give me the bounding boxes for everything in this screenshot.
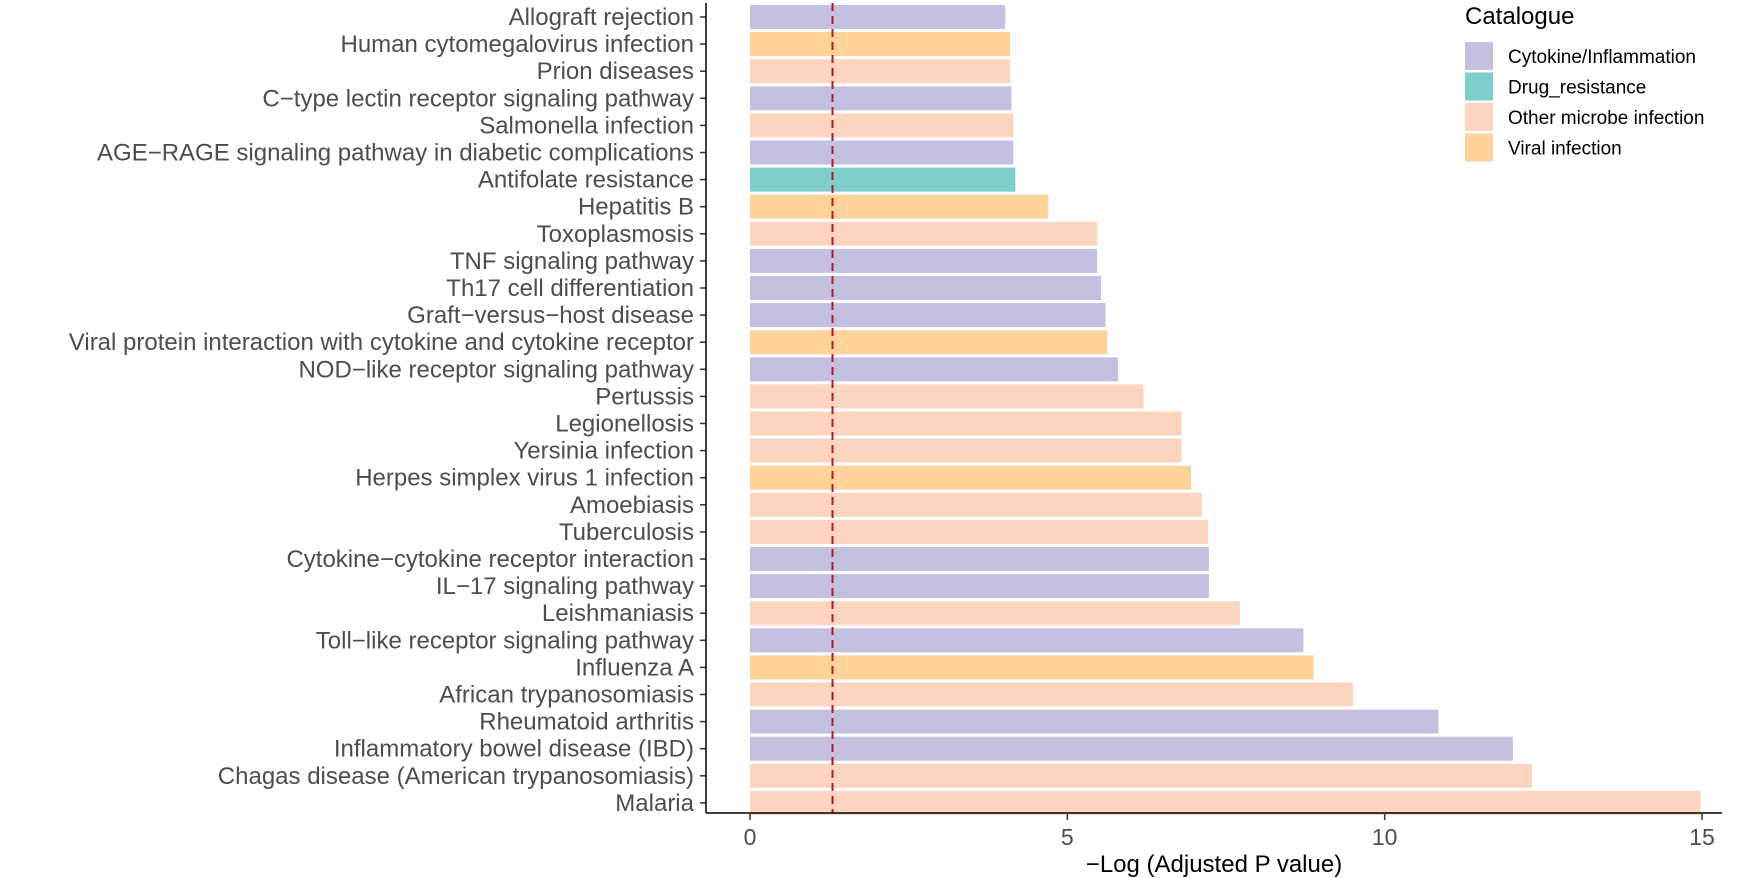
category-label: Salmonella infection <box>479 112 694 139</box>
category-label: AGE−RAGE signaling pathway in diabetic c… <box>97 140 694 167</box>
bar <box>750 601 1240 626</box>
category-label: Herpes simplex virus 1 infection <box>355 465 694 492</box>
category-label: Influenza A <box>575 654 694 681</box>
bar <box>750 248 1098 273</box>
category-label: Chagas disease (American trypanosomiasis… <box>218 763 694 790</box>
legend-label: Drug_resistance <box>1508 78 1646 99</box>
category-label: Graft−versus−host disease <box>407 302 694 329</box>
category-label: African trypanosomiasis <box>439 682 694 709</box>
bar <box>750 492 1202 517</box>
bar <box>750 303 1106 328</box>
legend-key <box>1465 42 1493 70</box>
category-label: C−type lectin receptor signaling pathway <box>262 85 694 112</box>
category-label: IL−17 signaling pathway <box>436 573 694 600</box>
category-label: Prion diseases <box>537 58 694 85</box>
legend-title: Catalogue <box>1465 3 1574 30</box>
bar <box>750 519 1209 544</box>
legend-key <box>1465 72 1493 101</box>
legend-label: Viral infection <box>1508 139 1622 160</box>
bar <box>750 330 1108 355</box>
bar <box>750 628 1304 653</box>
bar <box>750 167 1016 192</box>
x-axis-title: −Log (Adjusted P value) <box>1086 851 1342 878</box>
category-label: Leishmaniasis <box>542 600 694 627</box>
category-label: Th17 cell differentiation <box>446 275 694 302</box>
x-tick-label: 10 <box>1372 824 1398 850</box>
category-label: Cytokine−cytokine receptor interaction <box>286 546 694 573</box>
bar <box>750 32 1011 57</box>
category-label: TNF signaling pathway <box>450 248 694 275</box>
bar <box>750 790 1701 815</box>
bar <box>750 682 1353 707</box>
bar <box>750 5 1006 29</box>
category-label: Toxoplasmosis <box>537 221 694 248</box>
category-label: Antifolate resistance <box>478 167 694 194</box>
legend-label: Cytokine/Inflammation <box>1508 47 1696 68</box>
bar <box>750 357 1119 382</box>
bar <box>750 113 1014 138</box>
x-axis-ticks: 0 5 10 15 <box>744 813 1715 850</box>
category-label: Legionellosis <box>555 411 694 438</box>
category-label: Hepatitis B <box>578 194 694 221</box>
bar <box>750 59 1011 84</box>
bar <box>750 655 1314 680</box>
bar <box>750 194 1049 219</box>
bar <box>750 574 1209 599</box>
legend-label: Other microbe infection <box>1508 108 1704 129</box>
bar <box>750 438 1182 463</box>
legend: Catalogue Cytokine/Inflammation Drug_resi… <box>1465 3 1704 162</box>
category-label: NOD−like receptor signaling pathway <box>298 356 694 383</box>
legend-key <box>1465 103 1493 131</box>
category-label: Human cytomegalovirus infection <box>341 31 695 58</box>
bars-layer <box>750 5 1701 815</box>
category-label: Inflammatory bowel disease (IBD) <box>334 736 694 763</box>
x-tick-label: 5 <box>1061 824 1074 850</box>
category-label: Rheumatoid arthritis <box>479 709 694 736</box>
category-label: Allograft rejection <box>509 4 694 31</box>
bar <box>750 709 1439 734</box>
bar <box>750 384 1144 409</box>
category-label: Toll−like receptor signaling pathway <box>316 627 694 654</box>
category-label: Viral protein interaction with cytokine … <box>69 329 694 356</box>
legend-key <box>1465 133 1493 162</box>
bar <box>750 736 1513 761</box>
category-label: Amoebiasis <box>570 492 694 519</box>
bar <box>750 86 1012 111</box>
axes-layer <box>700 3 1722 814</box>
x-tick-label: 0 <box>744 824 757 850</box>
category-label: Yersinia infection <box>513 438 694 465</box>
bar <box>750 276 1101 300</box>
x-tick-label: 15 <box>1689 824 1715 850</box>
bar <box>750 140 1014 165</box>
bar <box>750 221 1098 246</box>
bar <box>750 411 1182 436</box>
bar <box>750 465 1192 490</box>
bar <box>750 547 1209 571</box>
category-label: Malaria <box>615 790 694 817</box>
category-label: Pertussis <box>595 383 694 410</box>
category-label: Tuberculosis <box>559 519 694 546</box>
bar <box>750 763 1532 788</box>
